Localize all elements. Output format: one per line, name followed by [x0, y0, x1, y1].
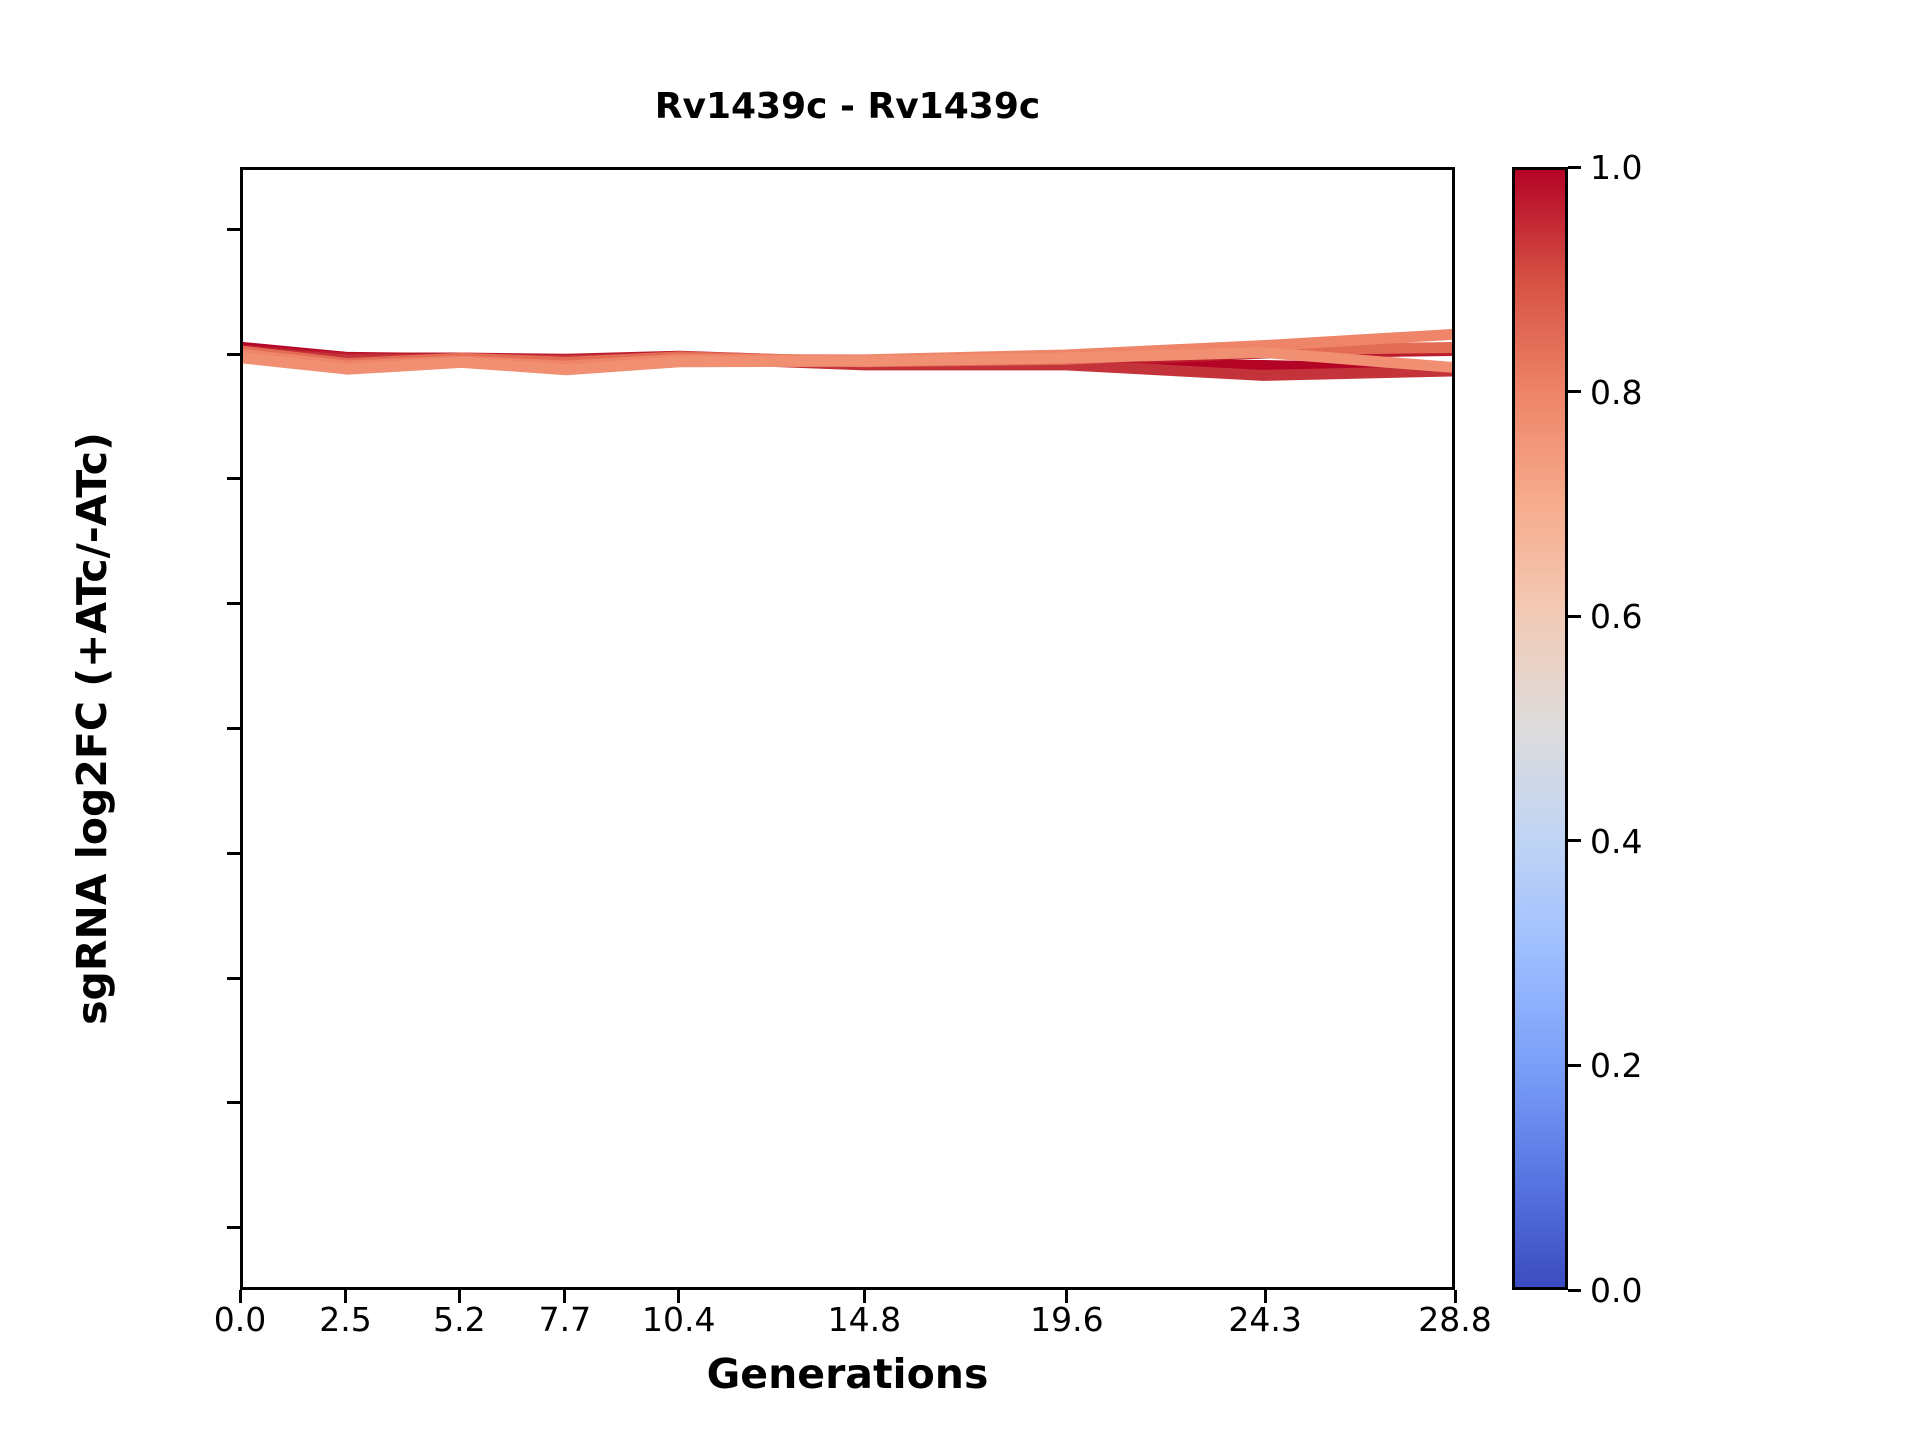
colorbar-tick-mark [1568, 1288, 1581, 1292]
x-tick-label: 19.6 [1030, 1300, 1104, 1339]
colorbar [1512, 167, 1568, 1290]
x-tick-mark [343, 1290, 347, 1303]
y-tick-mark [227, 1226, 240, 1230]
plot-area [240, 167, 1455, 1290]
y-tick-mark [227, 727, 240, 730]
y-tick-mark [227, 851, 240, 855]
x-tick-mark [457, 1290, 461, 1303]
colorbar-tick-mark [1568, 1063, 1581, 1067]
x-tick-mark [862, 1290, 866, 1303]
y-axis-label: sgRNA log2FC (+ATc/-ATc) [68, 432, 116, 1025]
colorbar-tick-mark [1568, 390, 1581, 394]
x-tick-label: 2.5 [319, 1300, 372, 1339]
x-tick-mark [1065, 1290, 1069, 1303]
colorbar-tick-label: 1.0 [1590, 148, 1643, 187]
x-tick-mark [238, 1290, 242, 1303]
colorbar-gradient [1515, 170, 1565, 1287]
x-tick-mark [1453, 1290, 1457, 1303]
y-tick-mark [227, 602, 240, 606]
colorbar-tick-mark [1568, 614, 1581, 618]
colorbar-tick-label: 0.6 [1590, 597, 1643, 637]
x-tick-mark [563, 1290, 567, 1303]
x-tick-label: 28.8 [1418, 1300, 1492, 1339]
x-tick-label: 7.7 [538, 1300, 592, 1339]
line-series-svg [243, 328, 1452, 381]
colorbar-tick-label: 0.2 [1590, 1046, 1643, 1086]
colorbar-tick-mark [1568, 165, 1581, 169]
x-tick-mark [677, 1290, 681, 1303]
colorbar-tick-label: 0.8 [1590, 372, 1643, 412]
x-tick-label: 24.3 [1228, 1300, 1302, 1339]
colorbar-tick-label: 0.4 [1590, 821, 1643, 861]
x-tick-label: 0.0 [213, 1300, 267, 1339]
y-tick-mark [227, 976, 240, 980]
x-tick-label: 5.2 [433, 1300, 486, 1339]
y-tick-mark [227, 477, 240, 481]
x-tick-label: 14.8 [827, 1300, 902, 1339]
page-title: Rv1439c - Rv1439c [654, 86, 1041, 127]
line-series [243, 346, 1452, 376]
y-tick-mark [227, 227, 240, 231]
x-tick-mark [1263, 1290, 1267, 1303]
x-axis-label: Generations [706, 1350, 989, 1398]
x-tick-label: 10.4 [642, 1300, 716, 1339]
y-tick-mark [227, 1101, 240, 1105]
colorbar-tick-label: 0.0 [1590, 1271, 1643, 1310]
y-tick-mark [227, 352, 240, 356]
colorbar-tick-mark [1568, 839, 1581, 843]
